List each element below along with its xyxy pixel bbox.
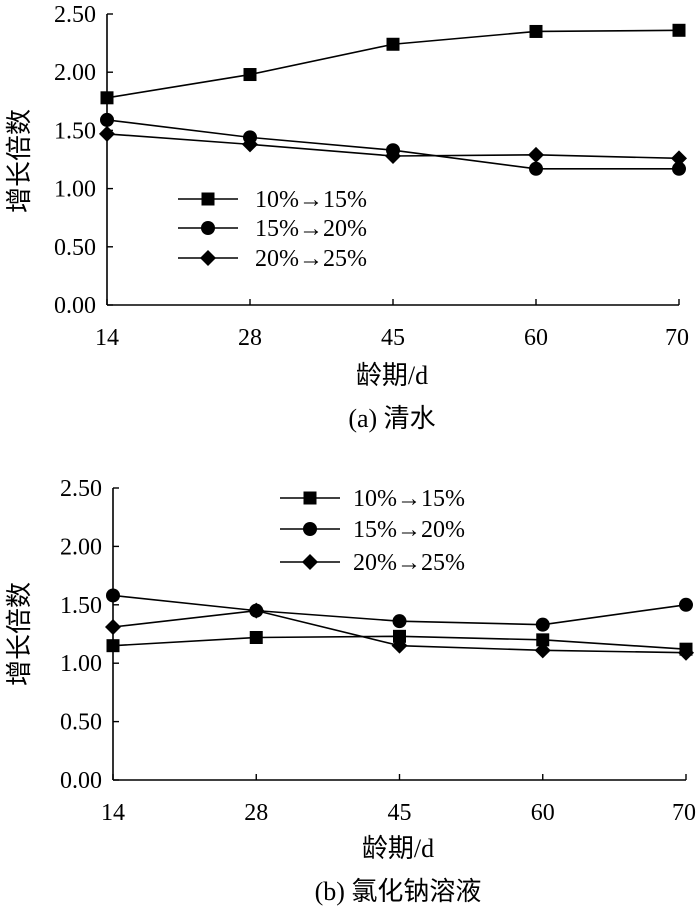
x-tick-label: 60	[524, 325, 548, 351]
data-point-diamond	[99, 125, 115, 142]
legend-label: 20%→25%	[353, 550, 465, 576]
data-point-diamond	[248, 602, 265, 619]
data-point-square	[386, 37, 400, 51]
y-tick-label: 1.00	[54, 177, 96, 203]
data-point-square	[249, 631, 263, 645]
data-point-square	[106, 639, 120, 653]
y-tick-label: 2.00	[54, 60, 96, 86]
panel-caption-b: (b) 氯化钠溶液	[315, 877, 482, 906]
data-point-diamond	[385, 148, 401, 165]
data-point-square	[529, 24, 543, 38]
legend-marker-circle	[201, 221, 215, 235]
legend-label: 15%→20%	[353, 517, 465, 543]
data-point-square	[243, 68, 257, 82]
data-point-diamond	[528, 146, 544, 163]
y-tick-label: 2.50	[60, 476, 102, 502]
legend-marker-diamond	[302, 554, 318, 570]
legend-marker-square	[303, 491, 317, 505]
y-tick-label: 0.50	[60, 710, 102, 736]
legend-marker-diamond	[200, 250, 216, 266]
legend-marker-circle	[303, 522, 317, 536]
series-b	[105, 588, 694, 661]
x-tick-label: 60	[531, 800, 555, 826]
data-point-square	[100, 91, 114, 105]
data-point-diamond	[242, 136, 258, 153]
legend-a: 10%→15% 15%→20% 20%→25%	[178, 187, 367, 272]
data-point-circle	[100, 112, 114, 127]
data-point-diamond	[534, 642, 551, 659]
tick-labels-a: 0.00 0.50 1.00 1.50 2.00 2.50 14 28 45 60 70	[54, 2, 689, 351]
data-point-diamond	[391, 637, 408, 654]
y-tick-label: 0.50	[54, 235, 96, 261]
data-point-circle	[679, 597, 693, 612]
x-tick-label: 28	[238, 325, 262, 351]
legend-b: 10%→15% 15%→20% 20%→25%	[280, 486, 465, 576]
x-tick-label: 14	[101, 800, 125, 826]
data-point-square	[393, 629, 406, 643]
y-tick-label: 1.00	[60, 651, 102, 677]
x-tick-label: 14	[95, 325, 119, 351]
legend-label: 10%→15%	[353, 486, 465, 512]
x-axis-label: 龄期/d	[356, 361, 428, 390]
panel-caption-a: (a) 清水	[348, 404, 435, 433]
y-tick-label: 1.50	[60, 593, 102, 619]
y-axis-label: 增长倍数	[5, 582, 34, 686]
y-tick-label: 2.00	[60, 534, 102, 560]
legend-label: 20%→25%	[255, 246, 367, 272]
legend-marker-square	[201, 192, 215, 206]
series-a	[99, 23, 687, 176]
x-tick-label: 70	[665, 325, 689, 351]
y-tick-label: 1.50	[54, 118, 96, 144]
x-tick-label: 28	[244, 800, 268, 826]
legend-label: 10%→15%	[255, 187, 367, 213]
data-point-square	[536, 633, 550, 647]
data-point-diamond	[678, 644, 694, 661]
data-point-circle	[672, 161, 686, 176]
x-tick-label: 45	[381, 325, 405, 351]
x-tick-label: 45	[388, 800, 412, 826]
data-point-diamond	[671, 150, 687, 167]
x-tick-label: 70	[672, 800, 696, 826]
data-point-circle	[106, 588, 120, 603]
y-tick-label: 2.50	[54, 2, 96, 28]
data-point-circle	[529, 161, 543, 176]
data-point-square	[672, 23, 686, 37]
legend-label: 15%→20%	[255, 216, 367, 242]
y-tick-label: 0.00	[54, 293, 96, 319]
data-point-circle	[392, 614, 407, 629]
tick-labels-b: 0.00 0.50 1.00 1.50 2.00 2.50 14 28 45 60 70	[60, 476, 696, 826]
x-axis-label: 龄期/d	[362, 834, 434, 863]
data-point-circle	[535, 617, 550, 632]
y-axis-label: 增长倍数	[5, 109, 34, 213]
y-tick-label: 0.00	[60, 768, 102, 794]
data-point-diamond	[105, 618, 121, 635]
